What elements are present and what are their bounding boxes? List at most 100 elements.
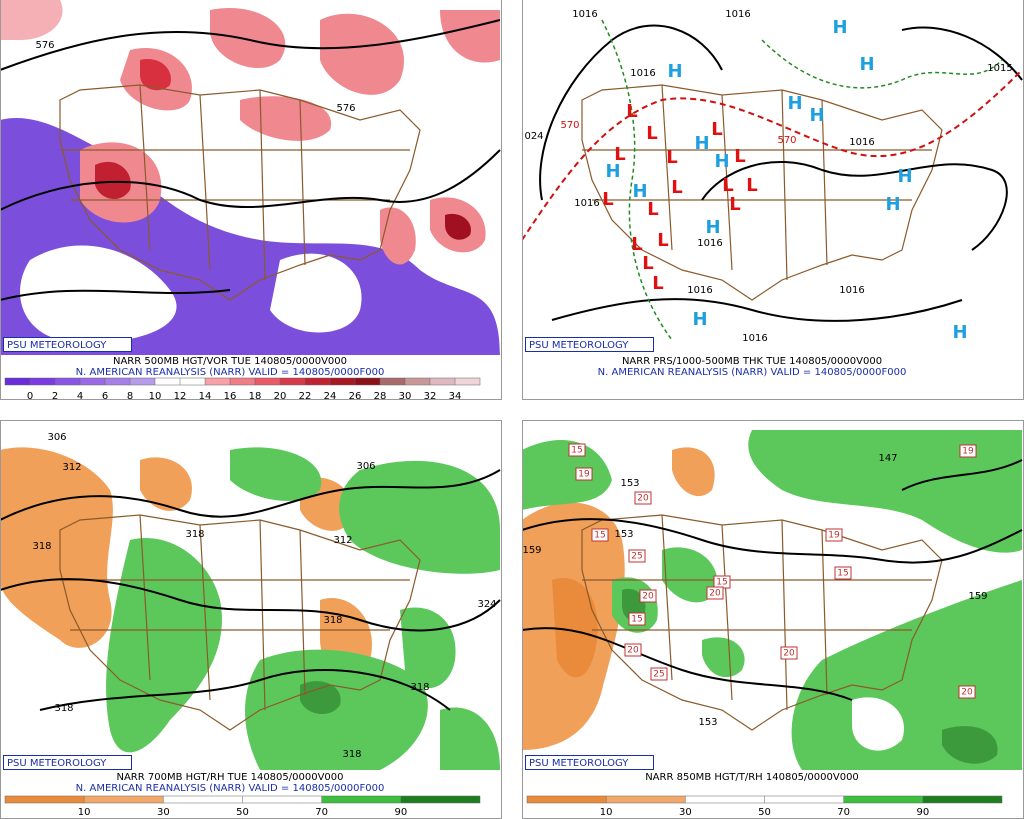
colorbar-tick-label: 22 bbox=[299, 391, 312, 402]
temperature-label: 20 bbox=[780, 646, 798, 660]
panel: 576 576 PSU METEOROLOGY NARR 500MB HGT/VOR … bbox=[0, 0, 502, 402]
high-marker: H bbox=[859, 54, 874, 75]
contour-line bbox=[1, 149, 501, 211]
contour-label: 318 bbox=[323, 615, 342, 626]
contour-label: 318 bbox=[185, 529, 204, 540]
contour-label: 1016 bbox=[574, 198, 599, 209]
shaded-area bbox=[210, 8, 286, 69]
border-lines bbox=[581, 514, 943, 731]
temperature-text: 25 bbox=[631, 552, 642, 562]
source-box bbox=[3, 337, 132, 352]
colorbar-tick-label: 12 bbox=[174, 391, 187, 402]
shaded-area bbox=[942, 726, 998, 764]
label-box bbox=[568, 443, 586, 457]
temperature-text: 19 bbox=[578, 470, 590, 480]
temperature-text: 15 bbox=[716, 578, 727, 588]
colorbar-tick-label: 70 bbox=[315, 807, 328, 818]
shaded-area bbox=[240, 96, 332, 141]
shaded-area bbox=[445, 213, 471, 240]
map-subtitle: N. AMERICAN REANALYSIS (NARR) VALID = 14… bbox=[76, 367, 385, 378]
shaded-area bbox=[140, 457, 192, 511]
shaded-area bbox=[320, 13, 404, 95]
high-marker: H bbox=[809, 105, 824, 126]
contour-line bbox=[1, 289, 231, 301]
colorbar-swatch bbox=[405, 378, 430, 385]
temperature-label: 20 bbox=[706, 586, 724, 600]
colorbar-swatch bbox=[922, 796, 1002, 803]
contour-line bbox=[1, 469, 501, 521]
border-lines bbox=[59, 84, 421, 301]
temperature-text: 20 bbox=[783, 649, 795, 659]
map-background bbox=[523, 0, 1023, 355]
temperature-label: 15 bbox=[713, 575, 731, 589]
contour-label: 576 bbox=[336, 103, 355, 114]
temperature-text: 25 bbox=[653, 670, 664, 680]
colorbar-tick-label: 30 bbox=[679, 807, 692, 818]
label-box bbox=[624, 643, 642, 657]
contour-label: 1016 bbox=[687, 285, 712, 296]
label-box bbox=[575, 467, 593, 481]
shaded-area bbox=[1, 0, 63, 40]
temperature-text: 19 bbox=[828, 531, 840, 541]
contour-label: 1016 bbox=[725, 9, 750, 20]
low-marker: L bbox=[729, 194, 740, 215]
contour-line bbox=[1, 19, 501, 71]
colorbar-frame bbox=[4, 377, 481, 386]
map-title: NARR 700MB HGT/RH TUE 140805/0000V000 bbox=[116, 772, 343, 783]
colorbar-tick-label: 50 bbox=[236, 807, 249, 818]
map-layer bbox=[523, 19, 1023, 341]
colorbar-swatch bbox=[527, 796, 607, 803]
colorbar-tick-label: 18 bbox=[249, 391, 262, 402]
contour-label: 153 bbox=[698, 717, 717, 728]
low-marker: L bbox=[671, 177, 682, 198]
colorbar-tick-label: 32 bbox=[424, 391, 437, 402]
colorbar-swatch bbox=[205, 378, 230, 385]
low-marker: L bbox=[631, 234, 642, 255]
source-box bbox=[525, 337, 654, 352]
high-marker: H bbox=[705, 217, 720, 238]
colorbar-tick-label: 24 bbox=[324, 391, 337, 402]
map-layer bbox=[1, 0, 501, 355]
high-marker: H bbox=[632, 181, 647, 202]
colorbar-swatch bbox=[255, 378, 280, 385]
shaded-area bbox=[552, 578, 598, 678]
contour-label: 318 bbox=[410, 682, 429, 693]
contour-label: 1016 bbox=[697, 238, 722, 249]
low-marker: L bbox=[711, 119, 722, 140]
map bbox=[1, 430, 501, 771]
contour-label: 024 bbox=[524, 131, 543, 142]
low-marker: L bbox=[642, 253, 653, 274]
high-marker: H bbox=[787, 93, 802, 114]
thickness-line bbox=[523, 69, 1023, 241]
contour-label: 318 bbox=[54, 703, 73, 714]
shaded-area bbox=[748, 430, 1022, 553]
low-marker: L bbox=[646, 123, 657, 144]
contour-line bbox=[523, 518, 1023, 564]
colorbar-tick-label: 4 bbox=[77, 391, 83, 402]
label-box bbox=[650, 667, 668, 681]
colorbar-tick-label: 10 bbox=[149, 391, 162, 402]
colorbar-swatch bbox=[685, 796, 765, 803]
colorbar-tick-label: 6 bbox=[102, 391, 108, 402]
colorbar-swatch bbox=[355, 378, 380, 385]
label-box bbox=[628, 549, 646, 563]
contour-label: 159 bbox=[968, 591, 987, 602]
colorbar-tick-label: 70 bbox=[837, 807, 850, 818]
shaded-area bbox=[380, 207, 416, 265]
colorbar-swatch bbox=[84, 796, 164, 803]
contour-line bbox=[1, 578, 501, 632]
shaded-area bbox=[662, 547, 718, 603]
temperature-text: 20 bbox=[642, 592, 654, 602]
colorbar-swatch bbox=[180, 378, 205, 385]
label-box bbox=[628, 612, 646, 626]
map bbox=[523, 0, 1023, 355]
low-marker: L bbox=[652, 273, 663, 294]
low-marker: L bbox=[722, 175, 733, 196]
contour-line bbox=[701, 161, 1008, 251]
colorbar-tick-label: 16 bbox=[224, 391, 237, 402]
label-box bbox=[591, 528, 609, 542]
colorbar-tick-label: 8 bbox=[127, 391, 133, 402]
label-box bbox=[639, 589, 657, 603]
source-label: PSU METEOROLOGY bbox=[529, 758, 629, 769]
colorbar-swatch bbox=[280, 378, 305, 385]
